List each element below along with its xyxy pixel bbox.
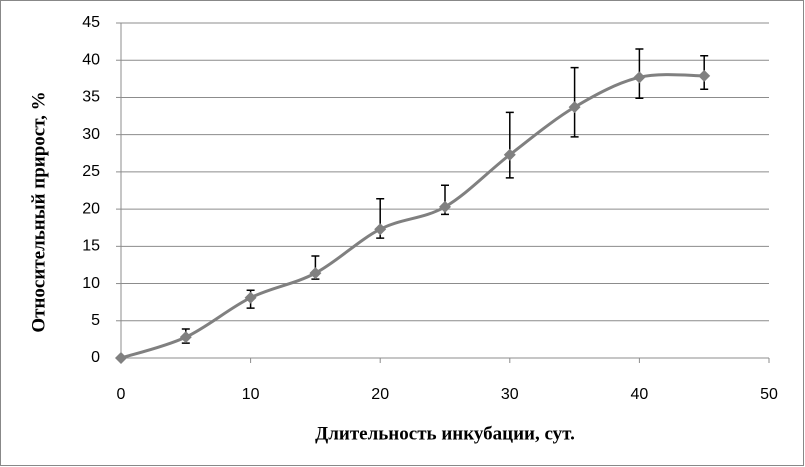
y-tick-label: 0: [91, 349, 100, 366]
y-axis-title: Относительный прирост, %: [28, 91, 49, 332]
x-tick-label: 0: [117, 386, 126, 403]
x-tick-label: 20: [371, 386, 389, 403]
x-tick-label: 10: [242, 386, 260, 403]
y-tick-label: 20: [82, 200, 100, 217]
x-axis-title: Длительность инкубации, сут.: [315, 423, 575, 444]
data-point: [309, 267, 322, 280]
x-tick-label: 30: [501, 386, 519, 403]
y-tick-label: 25: [82, 163, 100, 180]
y-tick-label: 5: [91, 312, 100, 329]
y-tick-label: 10: [82, 275, 100, 292]
x-tick-label: 40: [631, 386, 649, 403]
data-point: [698, 69, 711, 82]
data-point: [439, 200, 451, 213]
y-tick-label: 15: [82, 238, 100, 255]
data-point: [633, 71, 646, 84]
data-point: [374, 223, 387, 236]
error-bar: [505, 111, 514, 179]
y-tick-label: 40: [82, 51, 100, 68]
series-line: [120, 73, 705, 360]
data-point: [568, 101, 581, 114]
y-tick-label: 35: [82, 89, 100, 106]
data-point: [244, 291, 257, 304]
x-tick-label: 50: [760, 386, 778, 403]
y-tick-label: 45: [82, 14, 100, 31]
data-point: [179, 331, 192, 344]
data-point: [115, 352, 127, 364]
data-point: [503, 148, 516, 161]
y-tick-label: 30: [82, 126, 100, 143]
